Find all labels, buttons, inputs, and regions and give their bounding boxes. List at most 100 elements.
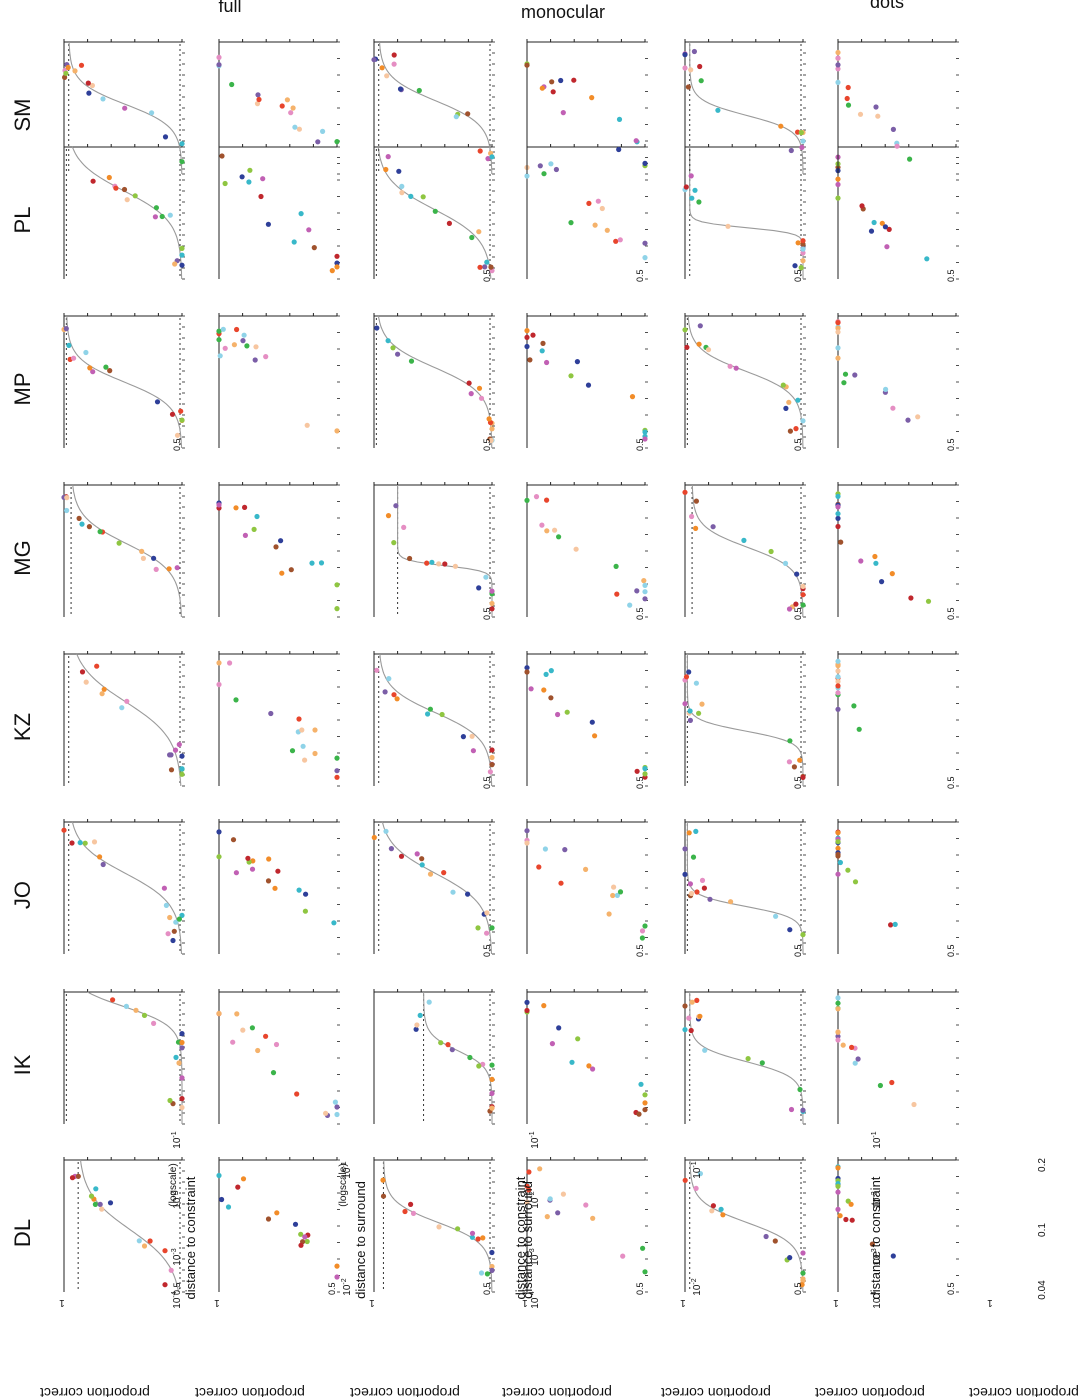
dots-surround-tick-label: 0.04: [1037, 1280, 1048, 1300]
tick-label-one: 1: [987, 1297, 993, 1308]
data-point: [124, 698, 130, 704]
data-point: [835, 871, 841, 877]
data-point: [835, 504, 841, 510]
data-point: [334, 264, 340, 270]
panel-surround-monocular-MG: [524, 482, 648, 618]
tick-label-half: 0.5: [327, 1282, 337, 1295]
data-point: [841, 380, 847, 386]
data-point: [489, 606, 495, 612]
panel-constraint-monocular-JO: [371, 819, 495, 955]
data-point: [216, 502, 222, 508]
data-point: [273, 1041, 280, 1048]
data-point: [407, 555, 413, 562]
data-point: [524, 334, 530, 340]
data-point: [334, 774, 340, 780]
surround-tick-label: 10-1: [691, 1161, 703, 1178]
tick-label-half: 0.5: [946, 607, 956, 620]
data-point: [172, 261, 178, 267]
data-point: [334, 253, 340, 259]
data-point: [835, 176, 841, 182]
data-point: [225, 1204, 232, 1210]
data-point: [548, 668, 554, 674]
subject-label-MP: MP: [10, 373, 35, 406]
data-point: [121, 186, 128, 193]
data-point: [478, 1270, 485, 1276]
data-point: [606, 911, 612, 917]
fit-curve: [686, 822, 804, 954]
data-point: [296, 716, 302, 722]
data-point: [915, 414, 921, 420]
data-point: [235, 1184, 241, 1190]
data-point: [489, 600, 495, 607]
panel-surround-dots-KZ: [835, 651, 959, 787]
data-point: [216, 660, 222, 666]
panel-surround-dots-SM: [835, 39, 959, 175]
data-point: [179, 766, 185, 772]
data-point: [374, 325, 380, 331]
data-point: [401, 524, 407, 531]
surround-tick-label: 10-2: [691, 1278, 703, 1295]
data-point: [797, 757, 803, 763]
data-point: [240, 1027, 246, 1033]
data-point: [394, 696, 400, 702]
subject-label-PL: PL: [10, 207, 35, 234]
data-point: [613, 563, 619, 570]
panel-surround-full-SM: [216, 39, 340, 175]
constraint-tick-label: 10-3: [171, 1248, 183, 1265]
data-point: [71, 355, 77, 361]
tick-label-one: 1: [522, 1297, 528, 1308]
data-point: [835, 706, 841, 712]
data-point: [152, 214, 158, 220]
data-point: [489, 1076, 495, 1082]
data-point: [835, 1165, 841, 1171]
data-point: [388, 846, 394, 852]
data-point: [179, 262, 185, 268]
data-point: [179, 912, 185, 919]
tick-label-half: 0.5: [793, 1282, 803, 1295]
fit-curve: [72, 484, 182, 618]
panel-surround-monocular-KZ: [524, 651, 648, 787]
panel-constraint-full-PL: [63, 144, 185, 280]
data-point: [240, 1176, 247, 1182]
data-point: [489, 1090, 495, 1096]
data-point: [107, 368, 113, 374]
data-point: [239, 174, 245, 180]
data-point: [558, 77, 564, 84]
data-point: [800, 1107, 806, 1113]
tick-exponent: -1: [691, 1161, 698, 1167]
data-point: [786, 399, 792, 405]
data-point: [800, 592, 806, 598]
data-point: [147, 1238, 153, 1244]
data-point: [556, 534, 562, 540]
data-point: [798, 265, 804, 271]
fit-curve: [689, 42, 804, 175]
panel-surround-dots-MG: [835, 482, 959, 618]
data-point: [303, 891, 309, 897]
data-point: [835, 345, 841, 351]
data-point: [701, 885, 708, 891]
tick-label-half: 0.5: [482, 944, 492, 957]
data-point: [741, 537, 747, 544]
data-point: [438, 1040, 444, 1046]
data-point: [800, 1270, 806, 1276]
data-point: [800, 238, 806, 244]
tick-label-half: 0.5: [482, 776, 492, 789]
data-point: [549, 1041, 556, 1047]
data-point: [925, 598, 932, 604]
data-point: [686, 830, 692, 836]
data-point: [279, 103, 285, 109]
data-point: [426, 999, 432, 1005]
data-point: [170, 937, 176, 944]
data-point: [799, 1282, 805, 1288]
data-point: [780, 382, 786, 388]
panel-surround-monocular-DL: [524, 1157, 648, 1293]
xlabel-distance-to-constraint: distance to constraint: [513, 1176, 528, 1299]
data-point: [468, 391, 474, 397]
data-point: [835, 1029, 841, 1035]
data-point: [686, 669, 692, 675]
data-point: [693, 525, 699, 532]
data-point: [298, 211, 304, 217]
data-point: [323, 1110, 329, 1116]
data-point: [642, 589, 648, 595]
data-point: [87, 365, 93, 371]
